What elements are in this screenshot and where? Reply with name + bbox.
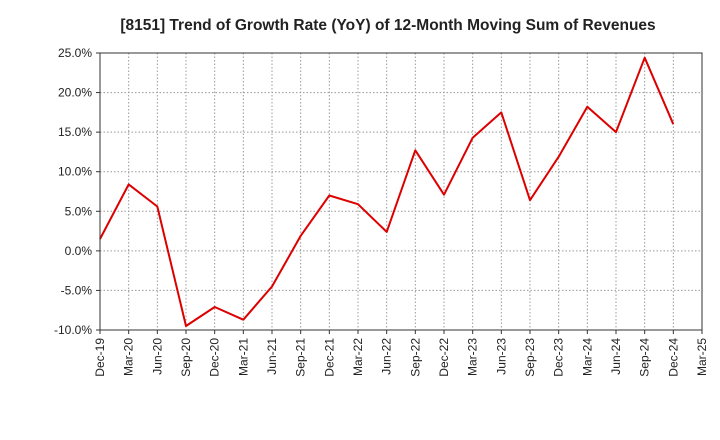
y-tick-label: 25.0% xyxy=(58,46,92,60)
x-tick-label: Dec-23 xyxy=(552,338,566,377)
x-tick-label: Jun-23 xyxy=(494,338,508,375)
x-tick-label: Sep-23 xyxy=(523,338,537,377)
x-tick-label: Dec-22 xyxy=(437,338,451,377)
y-tick-label: 0.0% xyxy=(65,244,93,258)
y-tick-label: -10.0% xyxy=(54,323,92,337)
x-tick-label: Dec-19 xyxy=(93,338,107,377)
x-tick-label: Sep-22 xyxy=(408,338,422,377)
x-tick-label: Jun-20 xyxy=(150,338,164,375)
x-tick-label: Sep-24 xyxy=(638,338,652,377)
y-tick-label: 5.0% xyxy=(65,204,93,218)
x-tick-label: Mar-24 xyxy=(580,338,594,376)
x-tick-label: Mar-23 xyxy=(466,338,480,376)
x-tick-label: Dec-24 xyxy=(666,338,680,377)
y-tick-label: 20.0% xyxy=(58,86,92,100)
x-tick-label: Mar-21 xyxy=(236,338,250,376)
y-tick-label: -5.0% xyxy=(61,283,93,297)
x-tick-label: Sep-20 xyxy=(179,338,193,377)
grid xyxy=(100,52,702,330)
x-tick-label: Mar-25 xyxy=(695,338,709,376)
series-layer xyxy=(99,56,675,327)
x-tick-label: Jun-24 xyxy=(609,338,623,375)
x-tick-label: Dec-20 xyxy=(208,338,222,377)
series-line xyxy=(99,56,675,327)
x-tick-label: Mar-22 xyxy=(351,338,365,376)
x-tick-label: Jun-22 xyxy=(380,338,394,375)
x-tick-label: Mar-20 xyxy=(122,338,136,376)
x-tick-label: Jun-21 xyxy=(265,338,279,375)
x-tick-label: Dec-21 xyxy=(322,338,336,377)
x-tick-label: Sep-21 xyxy=(294,338,308,377)
y-tick-label: 15.0% xyxy=(58,125,92,139)
x-axis: Dec-19 Mar-20 Jun-20 Sep-20 Dec-20 Mar-21 Jun-… xyxy=(93,330,709,377)
plot-frame xyxy=(99,52,703,331)
y-tick-label: 10.0% xyxy=(58,165,92,179)
y-axis: 25.0% 20.0% 15.0% 10.0% 5.0% 0.0% -5.0% -10.0% xyxy=(54,46,100,337)
chart-title: [8151] Trend of Growth Rate (YoY) of 12-… xyxy=(120,17,655,34)
